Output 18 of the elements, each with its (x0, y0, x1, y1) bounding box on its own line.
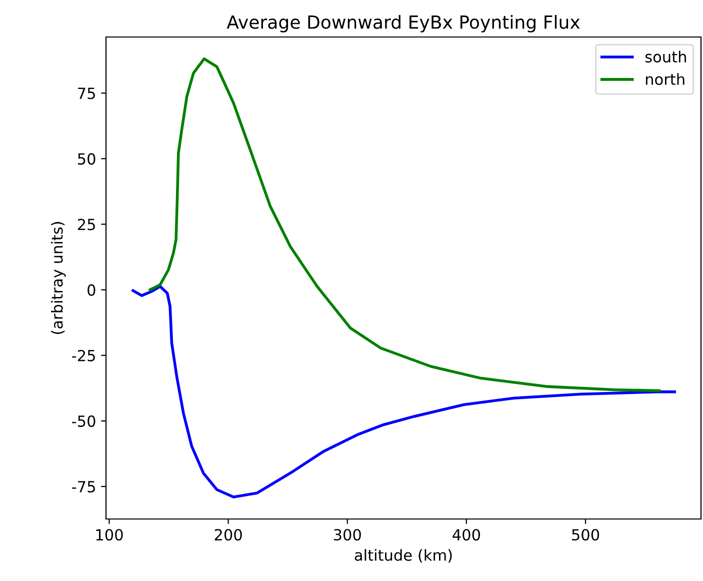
y-tick-label: -75 (72, 481, 95, 493)
x-axis-title: altitude (km) (354, 549, 452, 563)
x-tick-label: 300 (334, 528, 361, 541)
x-tick-label: 500 (572, 528, 600, 541)
legend-label: south (645, 50, 686, 63)
legend-label: north (646, 73, 684, 85)
y-tick-label: -50 (72, 415, 96, 427)
y-axis-title: (arbitray units) (50, 222, 66, 334)
y-tick-label: 50 (78, 153, 96, 165)
x-tick-label: 200 (214, 528, 242, 541)
y-tick-label: -25 (72, 350, 95, 362)
x-tick-label: 100 (96, 528, 123, 541)
line-series (132, 285, 676, 498)
y-tick-label: 25 (78, 218, 95, 230)
y-tick-label: 0 (88, 284, 96, 296)
y-tick-label: 75 (78, 88, 95, 100)
chart-title: Average Downward EyBx Poynting Flux (226, 14, 580, 32)
x-tick-label: 400 (452, 528, 480, 541)
